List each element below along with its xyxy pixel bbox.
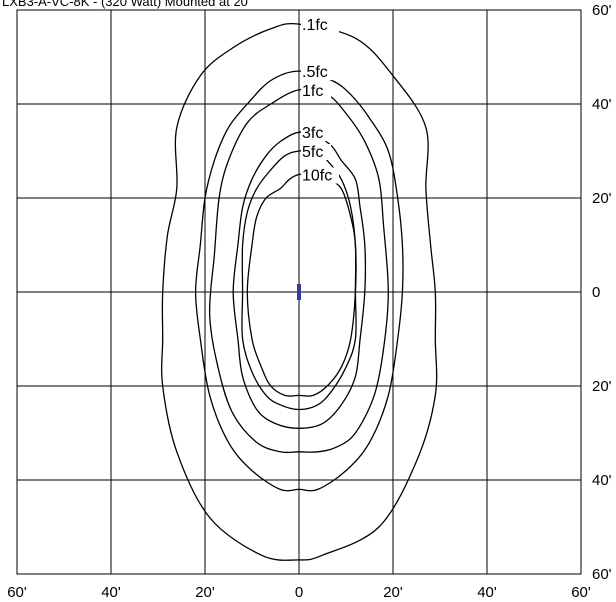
y-tick-label: 40' [592,472,612,489]
contour-label: 10fc [302,168,332,185]
y-tick-label: 60' [592,566,612,583]
y-tick-label: 40' [592,96,612,113]
contour-label: 5fc [302,144,323,161]
x-tick-label: 40' [477,584,497,601]
fixture-marker [297,284,301,300]
contour-label: 3fc [302,125,323,142]
x-tick-label: 20' [195,584,215,601]
x-tick-label: 20' [383,584,403,601]
contour-label: 1fc [302,83,323,100]
x-tick-label: 40' [101,584,121,601]
x-tick-label: 60' [571,584,591,601]
y-tick-label: 60' [592,2,612,19]
y-tick-label: 20' [592,378,612,395]
y-tick-label: 20' [592,190,612,207]
y-tick-label: 0 [592,284,600,301]
contour-label: .5fc [302,64,328,81]
contour-line [247,174,356,396]
x-tick-label: 0 [295,584,303,601]
x-tick-label: 60' [7,584,27,601]
contour-label: .1fc [302,17,328,34]
